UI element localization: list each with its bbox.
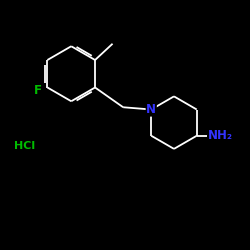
Text: HCl: HCl <box>14 141 35 151</box>
Text: NH₂: NH₂ <box>208 129 233 142</box>
Text: N: N <box>146 103 156 116</box>
Text: F: F <box>34 84 42 97</box>
